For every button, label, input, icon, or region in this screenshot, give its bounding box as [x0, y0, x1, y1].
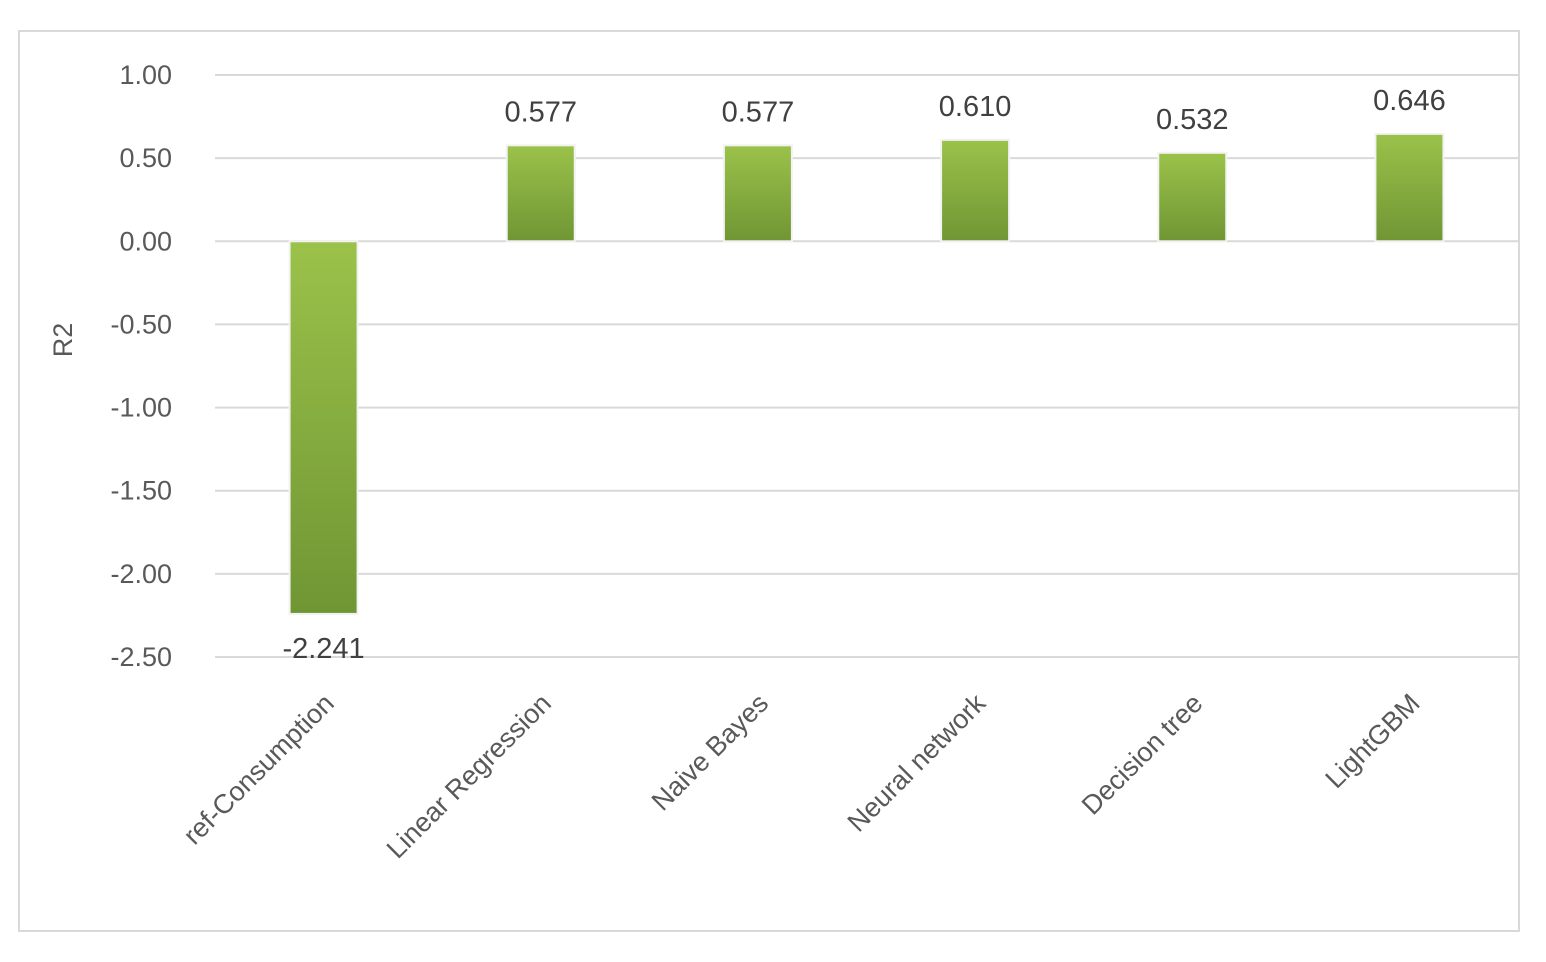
data-label: 0.577 [722, 96, 795, 128]
bar [722, 144, 793, 243]
x-category-label: Linear Regression [381, 688, 557, 864]
y-tick-label: 0.50 [119, 143, 172, 173]
data-label: 0.646 [1373, 85, 1446, 117]
data-label: 0.577 [504, 96, 577, 128]
y-tick-label: 0.00 [119, 226, 172, 256]
bar [1374, 132, 1445, 243]
y-axis-title: R2 [48, 323, 78, 358]
x-category-label: Neural network [842, 688, 992, 838]
bar [940, 138, 1011, 243]
data-labels: -2.241 0.577 0.577 0.610 0.532 0.646 [282, 85, 1445, 665]
y-tick-label: -1.50 [110, 476, 172, 506]
data-label: 0.610 [939, 91, 1012, 123]
x-axis-categories: ref-Consumption Linear Regression Naive Ba… [177, 688, 1425, 865]
bar [1157, 151, 1228, 243]
bar [505, 144, 576, 243]
y-tick-label: 1.00 [119, 60, 172, 90]
x-category-label: LightGBM [1320, 688, 1426, 794]
gridlines [215, 74, 1518, 658]
bars [288, 132, 1445, 615]
x-category-label: Decision tree [1076, 688, 1209, 821]
x-category-label: Naive Bayes [646, 688, 774, 816]
bar [288, 240, 359, 615]
x-category-label: ref-Consumption [177, 688, 339, 850]
data-label: -2.241 [282, 633, 364, 665]
y-tick-label: -1.00 [110, 393, 172, 423]
y-axis-ticks: 1.00 0.50 0.00 -0.50 -1.00 -1.50 -2.00 -2.50 [110, 60, 172, 672]
y-tick-label: -0.50 [110, 309, 172, 339]
data-label: 0.532 [1156, 104, 1229, 136]
y-tick-label: -2.00 [110, 559, 172, 589]
y-tick-label: -2.50 [110, 642, 172, 672]
